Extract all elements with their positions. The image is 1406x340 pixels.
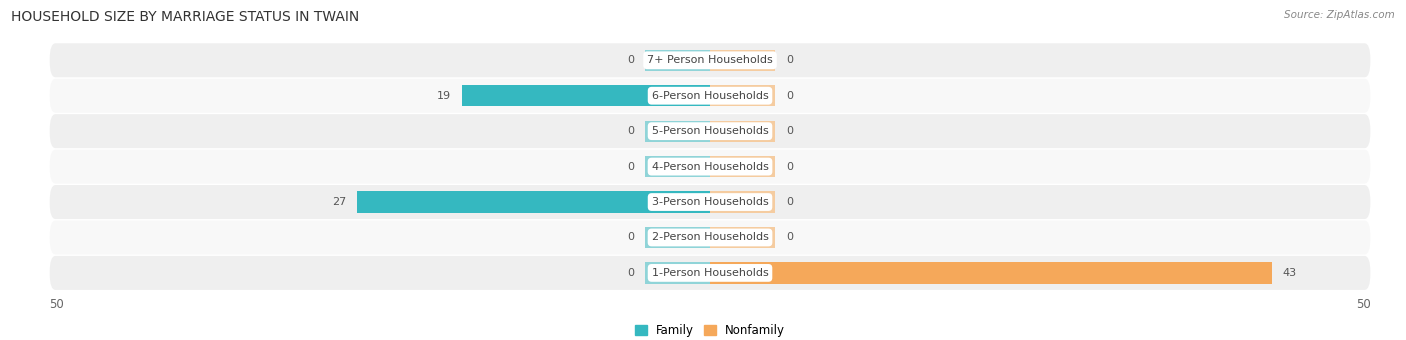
FancyBboxPatch shape xyxy=(49,256,1371,290)
Text: 7+ Person Households: 7+ Person Households xyxy=(647,55,773,65)
Bar xyxy=(710,262,1272,284)
Bar xyxy=(710,191,776,212)
Bar xyxy=(710,227,776,248)
Text: 6-Person Households: 6-Person Households xyxy=(651,91,769,101)
Bar xyxy=(710,121,776,142)
Text: 0: 0 xyxy=(786,197,793,207)
Text: HOUSEHOLD SIZE BY MARRIAGE STATUS IN TWAIN: HOUSEHOLD SIZE BY MARRIAGE STATUS IN TWA… xyxy=(11,10,360,24)
Text: 0: 0 xyxy=(786,126,793,136)
FancyBboxPatch shape xyxy=(49,79,1371,113)
Bar xyxy=(710,50,776,71)
Text: 0: 0 xyxy=(627,233,634,242)
Bar xyxy=(644,156,710,177)
Bar xyxy=(710,156,776,177)
Text: 19: 19 xyxy=(437,91,451,101)
Text: 2-Person Households: 2-Person Households xyxy=(651,233,769,242)
FancyBboxPatch shape xyxy=(49,43,1371,77)
Bar xyxy=(357,191,710,212)
Bar xyxy=(644,262,710,284)
FancyBboxPatch shape xyxy=(49,220,1371,254)
Text: 0: 0 xyxy=(786,91,793,101)
Text: 0: 0 xyxy=(627,55,634,65)
Text: 0: 0 xyxy=(786,55,793,65)
Text: 1-Person Households: 1-Person Households xyxy=(651,268,769,278)
Text: 0: 0 xyxy=(786,233,793,242)
FancyBboxPatch shape xyxy=(49,185,1371,219)
Bar xyxy=(644,121,710,142)
Text: 3-Person Households: 3-Person Households xyxy=(651,197,769,207)
Text: 5-Person Households: 5-Person Households xyxy=(651,126,769,136)
Text: 27: 27 xyxy=(332,197,346,207)
Bar xyxy=(461,85,710,106)
Text: 0: 0 xyxy=(786,162,793,172)
Text: Source: ZipAtlas.com: Source: ZipAtlas.com xyxy=(1284,10,1395,20)
FancyBboxPatch shape xyxy=(49,114,1371,148)
Text: 43: 43 xyxy=(1282,268,1296,278)
Legend: Family, Nonfamily: Family, Nonfamily xyxy=(630,319,790,340)
Bar xyxy=(710,85,776,106)
FancyBboxPatch shape xyxy=(49,150,1371,184)
Bar xyxy=(644,227,710,248)
Bar xyxy=(644,50,710,71)
Text: 4-Person Households: 4-Person Households xyxy=(651,162,769,172)
Text: 0: 0 xyxy=(627,162,634,172)
Text: 0: 0 xyxy=(627,126,634,136)
Text: 0: 0 xyxy=(627,268,634,278)
